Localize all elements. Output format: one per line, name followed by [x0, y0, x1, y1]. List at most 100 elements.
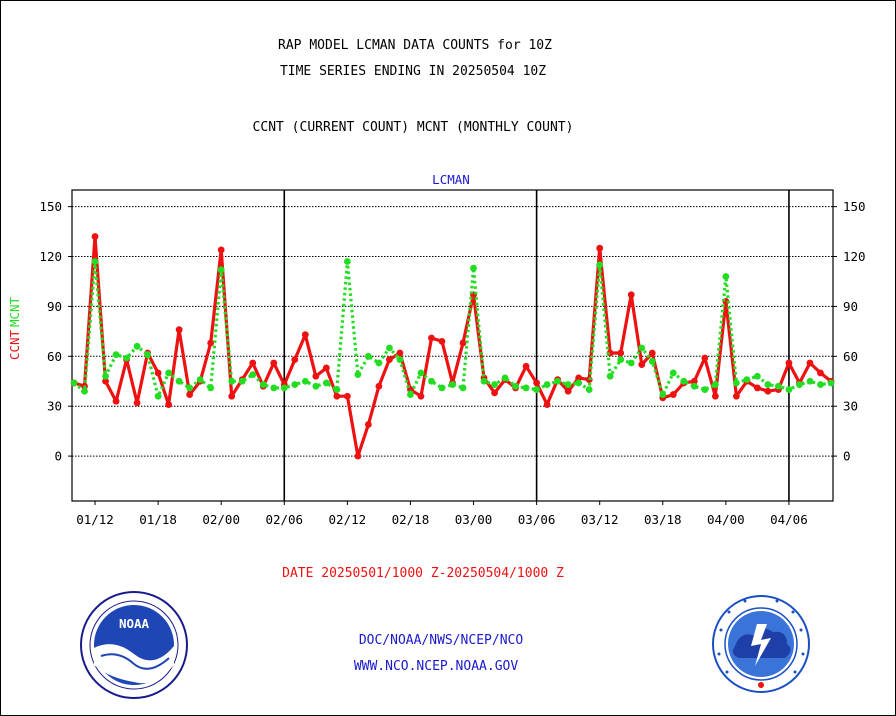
x-tick-label: 04/00 [707, 512, 745, 527]
mcnt-data-point [112, 351, 120, 359]
date-range-label: DATE 20250501/1000 Z-20250504/1000 Z [282, 566, 564, 581]
website-link[interactable]: WWW.NCO.NCEP.NOAA.GOV [353, 659, 519, 674]
x-tick-label: 02/12 [329, 512, 367, 527]
x-tick-label: 04/06 [770, 512, 808, 527]
mcnt-data-point [785, 386, 793, 393]
mcnt-data-point [606, 372, 614, 380]
mcnt-data-point [564, 381, 572, 388]
mcnt-data-point [491, 381, 498, 388]
mcnt-data-point [480, 377, 488, 385]
ccnt-data-point [312, 372, 320, 380]
ccnt-data-point [112, 397, 120, 405]
mcnt-data-point [827, 379, 835, 387]
mcnt-data-point [575, 379, 583, 387]
ccnt-data-point [533, 379, 541, 387]
mcnt-data-point [301, 377, 309, 385]
mcnt-data-point [270, 384, 278, 392]
mcnt-data-point [196, 376, 204, 383]
y-tick-label-right: 120 [843, 249, 866, 264]
x-tick-label: 03/12 [581, 512, 619, 527]
ccnt-data-point [396, 349, 404, 357]
y-tick-label-left: 0 [54, 449, 62, 464]
plot-area-border [71, 189, 834, 502]
y-tick-label-right: 30 [843, 399, 858, 414]
day-boundary-lines [283, 190, 790, 501]
ccnt-data-point [522, 362, 530, 370]
mcnt-data-point [764, 381, 772, 388]
x-tick-label: 02/18 [392, 512, 430, 527]
mcnt-data-point [648, 357, 656, 365]
y-tick-label-right: 150 [843, 199, 866, 214]
y-axis-label-group-2: MCNT [7, 296, 22, 327]
mcnt-data-point [470, 264, 477, 272]
chart-subtitle: TIME SERIES ENDING IN 20250504 10Z [279, 64, 547, 79]
mcnt-data-point [501, 374, 509, 382]
ccnt-data-point [270, 359, 278, 367]
ccnt-data-point [386, 356, 393, 364]
mcnt-data-point [70, 379, 78, 387]
chart-title: RAP MODEL LCMAN DATA COUNTS for 10Z [278, 38, 552, 53]
mcnt-data-point [354, 371, 362, 379]
ccnt-data-point [564, 387, 572, 395]
y-tick-label-left: 30 [47, 399, 62, 414]
mcnt-data-point [238, 377, 246, 385]
mcnt-data-point [375, 359, 383, 367]
noaa-logo-icon: NOAA [80, 591, 188, 699]
mcnt-data-point [291, 381, 299, 388]
mcnt-data-point [154, 392, 162, 400]
ccnt-data-point [207, 339, 215, 347]
mcnt-data-point [596, 261, 604, 269]
mcnt-data-point [732, 379, 740, 387]
ccnt-data-point [785, 359, 793, 367]
mcnt-data-point [259, 381, 267, 388]
mcnt-data-point [312, 382, 320, 390]
mcnt-data-point [512, 382, 519, 390]
y-tick-label-left: 90 [47, 299, 62, 314]
mcnt-data-point [690, 382, 698, 390]
mcnt-data-point [343, 258, 351, 265]
ccnt-data-point [543, 401, 551, 408]
ccnt-data-point [165, 401, 173, 408]
ccnt-data-point [806, 359, 814, 367]
mcnt-data-point [701, 386, 709, 393]
mcnt-data-point [102, 372, 109, 380]
y-axis-label-mcnt: MCNT [7, 296, 22, 327]
ccnt-data-point [701, 354, 709, 362]
ccnt-data-point [417, 392, 425, 400]
mcnt-data-point [522, 384, 530, 392]
ccnt-data-point [575, 374, 583, 382]
x-tick-label: 02/06 [265, 512, 303, 527]
x-tick-label: 03/06 [518, 512, 556, 527]
mcnt-data-point [617, 356, 625, 364]
mcnt-data-point [144, 351, 151, 359]
mcnt-data-point [165, 369, 173, 377]
mcnt-data-point [533, 386, 541, 393]
mcnt-data-point [386, 344, 393, 352]
mcnt-data-point [722, 273, 730, 280]
x-tick-label: 03/00 [455, 512, 493, 527]
series-layer [70, 233, 835, 460]
ccnt-series-line [73, 235, 832, 458]
mcnt-data-point [554, 377, 562, 385]
axes-labels: 0 0 30 30 60 60 90 90 120 120 150 150 01/12 01/18 02/0… [39, 199, 865, 527]
ccnt-data-point [648, 349, 656, 357]
mcnt-data-point [638, 344, 646, 352]
ccnt-data-point [91, 233, 99, 240]
mcnt-data-point [207, 384, 215, 392]
mcnt-data-point [449, 381, 456, 388]
mcnt-data-point [659, 391, 667, 398]
mcnt-data-point [669, 369, 677, 377]
mcnt-data-point [333, 386, 341, 393]
y-axis-label-ccnt: CCNT [7, 329, 22, 360]
mcnt-data-point [322, 379, 330, 387]
mcnt-data-point [627, 359, 635, 367]
ccnt-data-point [754, 384, 761, 392]
mcnt-data-point [585, 386, 593, 393]
x-tick-label: 03/18 [644, 512, 682, 527]
ccnt-data-point [102, 377, 109, 385]
mcnt-data-point [186, 384, 194, 392]
mcnt-data-point [407, 391, 414, 398]
ccnt-data-point [669, 391, 677, 398]
mcnt-data-point [228, 377, 236, 385]
